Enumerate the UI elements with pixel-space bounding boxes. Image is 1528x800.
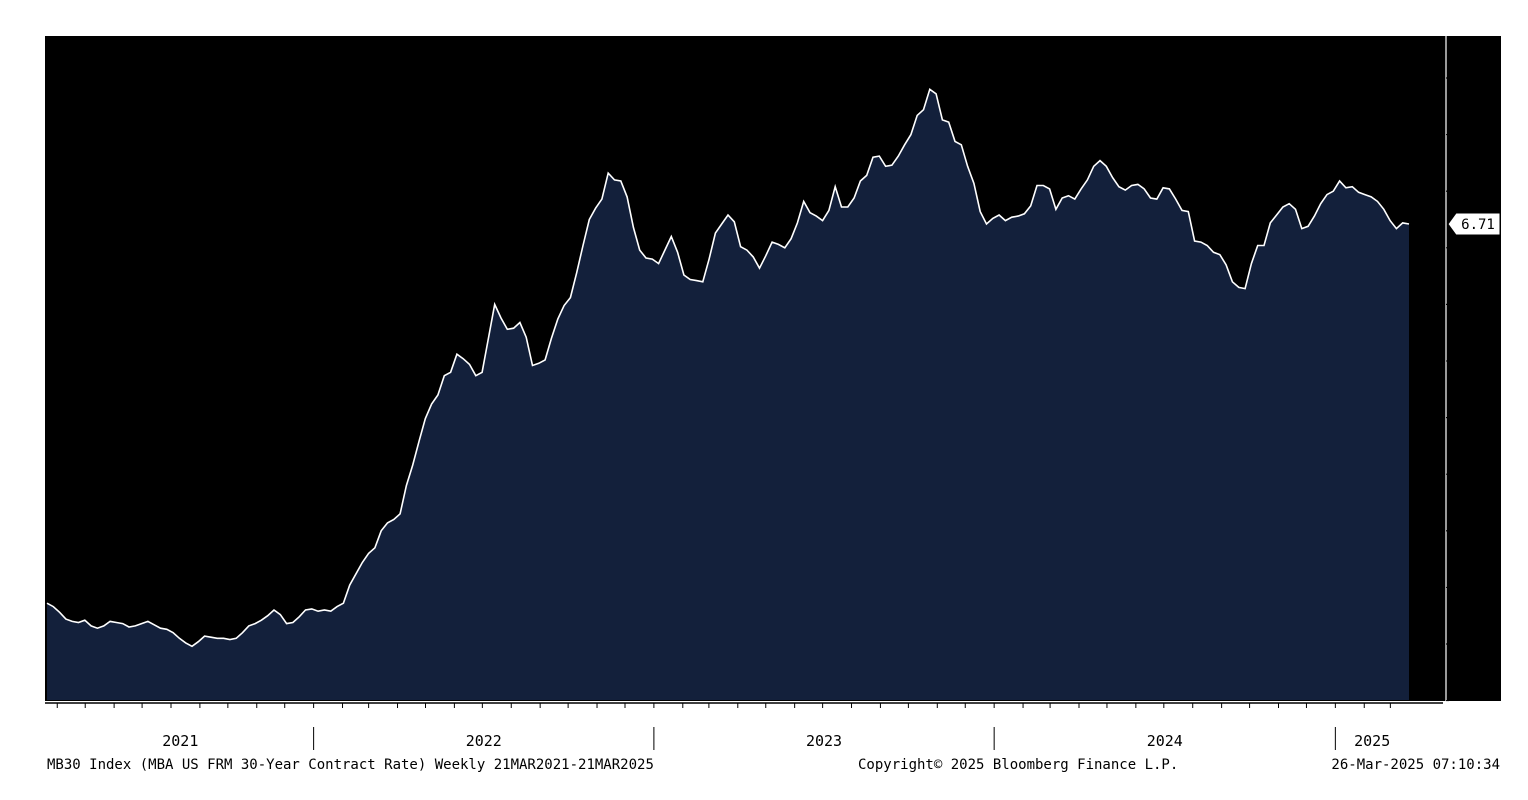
y-tick-label: 6.00	[1458, 295, 1494, 313]
year-label: 2023	[806, 732, 842, 750]
series-area	[47, 89, 1409, 701]
year-labels: 2021 2022 2023 2024 2025	[162, 732, 1390, 750]
y-tick-label: 4.00	[1458, 522, 1494, 540]
year-label: 2022	[466, 732, 502, 750]
footer-timestamp: 26-Mar-2025 07:10:34	[1331, 757, 1500, 773]
year-label: 2024	[1147, 732, 1183, 750]
y-axis-ticks: 3.00 4.00 5.00 6.00 7.00 8.00	[1446, 69, 1494, 702]
y-tick-label: 3.00	[1458, 635, 1494, 653]
y-tick-label: 7.00	[1458, 182, 1494, 200]
year-label: 2025	[1354, 732, 1390, 750]
series-line	[46, 88, 1410, 648]
last-value-box	[1447, 212, 1501, 236]
y-tick-label: 5.00	[1458, 409, 1494, 427]
footer-series-description: MB30 Index (MBA US FRM 30-Year Contract …	[47, 757, 654, 773]
year-label: 2021	[162, 732, 198, 750]
footer-copyright: Copyright© 2025 Bloomberg Finance L.P.	[858, 757, 1179, 773]
last-value-marker: 6.71	[1447, 212, 1501, 236]
x-axis-ticks	[56, 703, 1391, 708]
y-tick-label: 8.00	[1458, 69, 1494, 87]
year-dividers	[313, 727, 1336, 750]
last-value-label: 6.71	[1461, 217, 1495, 233]
